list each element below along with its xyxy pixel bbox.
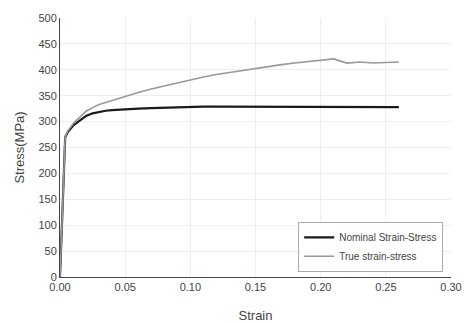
svg-text:0.00: 0.00	[49, 281, 70, 293]
svg-text:0.15: 0.15	[245, 281, 266, 293]
svg-text:150: 150	[38, 193, 56, 205]
svg-text:0.25: 0.25	[375, 281, 396, 293]
svg-text:True strain-stress: True strain-stress	[339, 251, 416, 262]
svg-text:50: 50	[45, 245, 57, 257]
svg-text:250: 250	[38, 141, 56, 153]
svg-text:Stress(MPa): Stress(MPa)	[12, 111, 27, 183]
svg-text:0.30: 0.30	[440, 281, 461, 293]
svg-text:0.10: 0.10	[180, 281, 201, 293]
svg-text:0.05: 0.05	[114, 281, 135, 293]
svg-text:Nominal Strain-Stress: Nominal Strain-Stress	[339, 232, 436, 243]
svg-text:300: 300	[38, 115, 56, 127]
svg-text:0: 0	[51, 271, 57, 283]
svg-text:500: 500	[38, 12, 56, 24]
svg-text:0.20: 0.20	[310, 281, 331, 293]
svg-text:200: 200	[38, 167, 56, 179]
svg-text:450: 450	[38, 38, 56, 50]
svg-text:Strain: Strain	[239, 308, 273, 323]
svg-text:100: 100	[38, 219, 56, 231]
svg-text:350: 350	[38, 90, 56, 102]
svg-text:400: 400	[38, 64, 56, 76]
